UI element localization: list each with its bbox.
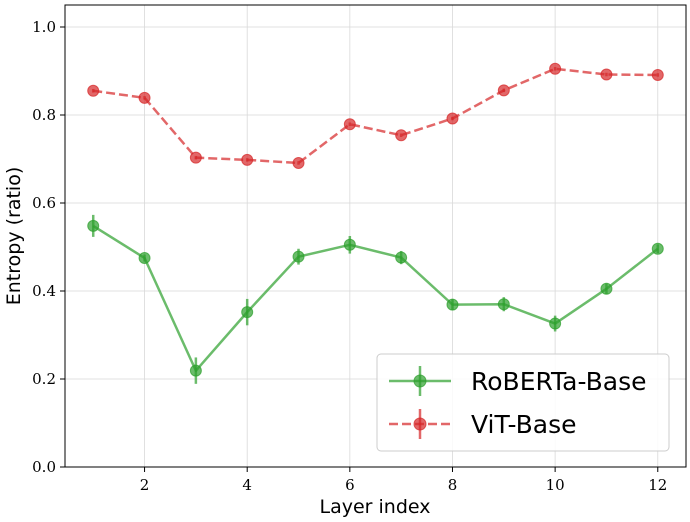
data-point-vit-base bbox=[292, 156, 305, 169]
series-roberta-base bbox=[87, 214, 664, 384]
data-point-roberta-base bbox=[395, 251, 408, 264]
y-tick-label: 1.0 bbox=[32, 18, 56, 36]
x-tick-label: 10 bbox=[546, 476, 565, 494]
legend: RoBERTa-Base ViT-Base bbox=[376, 353, 670, 452]
data-point-roberta-base bbox=[292, 250, 305, 263]
data-point-roberta-base bbox=[497, 298, 510, 311]
data-point-vit-base bbox=[343, 118, 356, 131]
data-point-vit-base bbox=[600, 68, 613, 81]
x-tick-label: 2 bbox=[140, 476, 150, 494]
plot-area-frame bbox=[64, 4, 687, 468]
data-point-vit-base bbox=[189, 151, 202, 164]
legend-swatch-roberta-marker bbox=[413, 374, 427, 388]
series-layer bbox=[87, 62, 664, 384]
data-point-roberta-base bbox=[241, 306, 254, 319]
series-vit-base bbox=[87, 62, 664, 169]
data-point-roberta-base bbox=[189, 364, 202, 377]
y-axis-label: Entropy (ratio) bbox=[3, 167, 25, 306]
data-point-roberta-base bbox=[343, 238, 356, 251]
legend-swatch-vit-marker bbox=[413, 417, 427, 431]
data-point-vit-base bbox=[446, 112, 459, 125]
data-point-vit-base bbox=[549, 62, 562, 75]
data-point-roberta-base bbox=[549, 317, 562, 330]
axis-ticks: 2 4 6 8 10 12 0.0 0.2 0.4 0.6 0.8 1.0 bbox=[32, 18, 667, 494]
legend-entry-roberta: RoBERTa-Base bbox=[389, 366, 647, 396]
y-tick-label: 0.8 bbox=[32, 106, 56, 124]
x-axis-label: Layer index bbox=[320, 496, 431, 518]
legend-label-roberta: RoBERTa-Base bbox=[471, 367, 647, 396]
data-point-vit-base bbox=[241, 153, 254, 166]
y-tick-label: 0.0 bbox=[32, 458, 56, 476]
data-point-vit-base bbox=[395, 129, 408, 142]
data-point-roberta-base bbox=[446, 298, 459, 311]
data-point-roberta-base bbox=[651, 242, 664, 255]
y-tick-label: 0.2 bbox=[32, 370, 56, 388]
data-point-roberta-base bbox=[87, 219, 100, 232]
x-tick-label: 8 bbox=[448, 476, 458, 494]
legend-label-vit: ViT-Base bbox=[471, 410, 576, 439]
data-point-roberta-base bbox=[600, 282, 613, 295]
y-tick-label: 0.6 bbox=[32, 194, 56, 212]
series-line-roberta-base bbox=[92, 224, 659, 372]
series-line-vit-base bbox=[93, 67, 658, 165]
x-tick-label: 12 bbox=[648, 476, 667, 494]
data-point-vit-base bbox=[497, 84, 510, 97]
data-point-vit-base bbox=[87, 84, 100, 97]
y-tick-label: 0.4 bbox=[32, 282, 56, 300]
legend-box bbox=[376, 353, 670, 452]
legend-entry-vit: ViT-Base bbox=[389, 409, 576, 439]
data-point-vit-base bbox=[138, 91, 151, 104]
x-tick-label: 4 bbox=[242, 476, 252, 494]
data-point-roberta-base bbox=[138, 252, 151, 264]
x-tick-label: 6 bbox=[345, 476, 355, 494]
data-point-vit-base bbox=[651, 68, 664, 81]
